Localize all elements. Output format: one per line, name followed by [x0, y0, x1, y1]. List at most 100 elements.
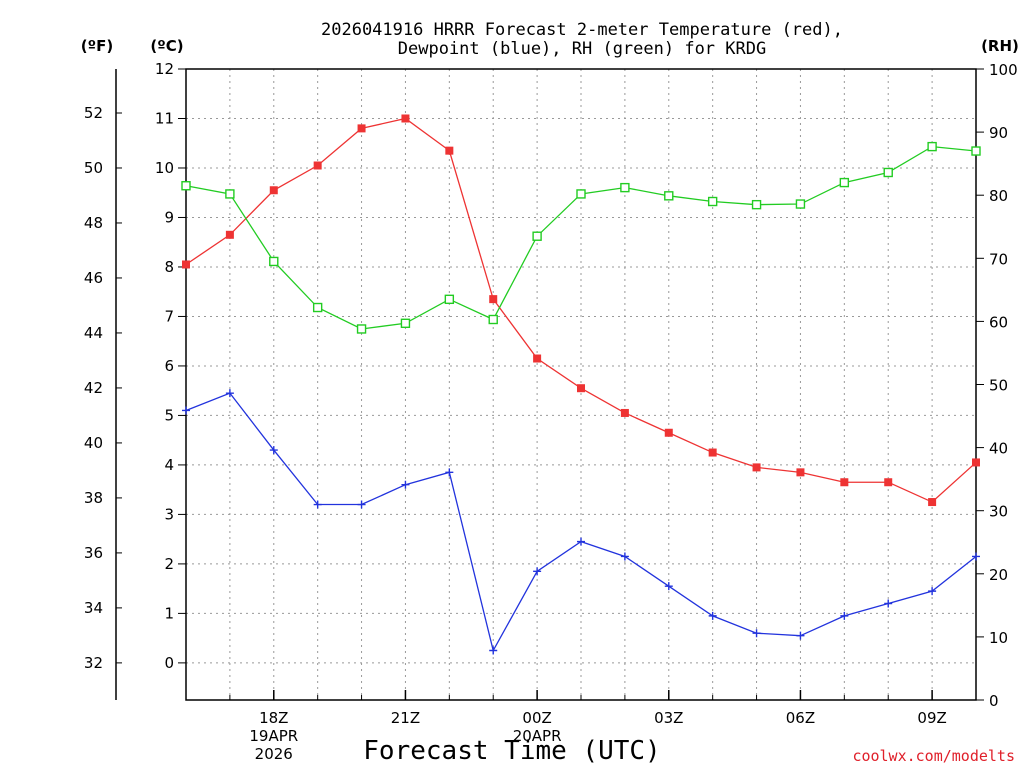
dewpoint-series	[182, 389, 980, 655]
x-tick-label: 18Z	[259, 709, 288, 727]
dewpoint-point	[489, 646, 498, 655]
fahrenheit-tick-label: 48	[84, 214, 103, 232]
rh-point	[488, 314, 498, 325]
temperature-point	[796, 468, 805, 477]
dewpoint-point	[182, 406, 190, 415]
fahrenheit-tick-label: 52	[84, 104, 103, 122]
x-tick-sublabel: 19APR	[249, 727, 298, 745]
dewpoint-point	[313, 500, 322, 509]
temperature-point	[708, 448, 717, 457]
temperature-point	[533, 354, 542, 363]
temperature-point	[884, 478, 893, 487]
dewpoint-point	[620, 552, 629, 561]
rh-tick-label: 90	[989, 124, 1008, 142]
rh-tick-label: 50	[989, 377, 1008, 395]
temperature-point	[972, 458, 980, 467]
fahrenheit-tick-label: 44	[84, 324, 103, 342]
dewpoint-point	[972, 552, 980, 561]
rh-point	[181, 181, 191, 191]
rh-point	[707, 196, 718, 207]
series	[181, 114, 981, 655]
celsius-unit-label: (ºC)	[150, 37, 183, 55]
celsius-tick-label: 7	[164, 307, 174, 325]
temperature-point	[577, 384, 585, 393]
temperature-point	[620, 408, 629, 417]
rh-point	[795, 199, 806, 209]
dewpoint-point	[577, 537, 585, 546]
temperature-point	[928, 498, 937, 507]
chart-title-line-2: Dewpoint (blue), RH (green) for KRDG	[398, 39, 766, 59]
rh-tick-label: 70	[989, 250, 1008, 268]
x-tick-label: 03Z	[654, 709, 683, 727]
dewpoint-line	[185, 392, 977, 653]
chart-title-line-1: 2026041916 HRRR Forecast 2-meter Tempera…	[321, 20, 843, 40]
celsius-tick-label: 0	[164, 654, 174, 672]
x-tick-label: 09Z	[917, 709, 946, 727]
fahrenheit-unit-label: (ºF)	[81, 37, 113, 55]
rh-point	[225, 189, 235, 199]
x-tick-label: 06Z	[786, 709, 815, 727]
rh-tick-label: 40	[989, 440, 1008, 458]
dewpoint-point	[884, 599, 893, 608]
dewpoint-point	[708, 611, 717, 620]
fahrenheit-tick-label: 32	[84, 654, 103, 672]
fahrenheit-tick-label: 40	[84, 434, 103, 452]
rh-point	[751, 199, 762, 210]
celsius-tick-label: 3	[164, 505, 174, 523]
temperature-point	[401, 114, 410, 123]
dewpoint-point	[357, 500, 366, 509]
rh-point	[927, 141, 937, 152]
rh-point	[356, 324, 367, 334]
celsius-tick-label: 4	[164, 456, 174, 474]
dewpoint-point	[225, 389, 234, 398]
rh-point	[664, 191, 674, 201]
x-axis-label: Forecast Time (UTC)	[363, 736, 660, 766]
temperature-point	[445, 146, 454, 155]
temperature-point	[225, 230, 234, 239]
celsius-tick-label: 10	[155, 159, 174, 177]
temperature-point	[752, 463, 761, 472]
celsius-tick-label: 1	[164, 604, 174, 622]
rh-tick-label: 10	[989, 629, 1008, 647]
celsius-tick-label: 8	[164, 258, 174, 276]
rh-point	[971, 146, 981, 156]
rh-point	[532, 231, 542, 241]
rh-tick-label: 100	[989, 61, 1018, 79]
rh-tick-label: 60	[989, 313, 1008, 331]
rh-point	[444, 294, 455, 305]
temperature-point	[269, 186, 278, 195]
x-tick-sublabel: 2026	[255, 745, 293, 763]
fahrenheit-tick-label: 38	[84, 489, 103, 507]
rh-point	[400, 318, 411, 328]
axes: 0123456789101112323436384042444648505201…	[84, 60, 1018, 763]
rh-point	[620, 182, 630, 193]
rh-point	[269, 256, 279, 267]
dewpoint-point	[928, 587, 937, 596]
x-tick-sublabel: 20APR	[513, 727, 562, 745]
rh-point	[839, 177, 850, 188]
fahrenheit-tick-label: 46	[84, 269, 103, 287]
temperature-point	[840, 478, 849, 487]
credit-text: coolwx.com/modelts	[852, 747, 1015, 765]
dewpoint-point	[445, 468, 454, 477]
temperature-point	[182, 260, 190, 269]
celsius-tick-label: 12	[155, 60, 174, 78]
dewpoint-point	[533, 567, 542, 576]
dewpoint-point	[752, 629, 761, 638]
fahrenheit-tick-label: 36	[84, 544, 103, 562]
x-tick-label: 21Z	[391, 709, 420, 727]
fahrenheit-tick-label: 34	[84, 599, 103, 617]
temperature-point	[357, 124, 366, 133]
fahrenheit-tick-label: 42	[84, 379, 103, 397]
rh-series	[181, 141, 981, 334]
celsius-tick-label: 2	[164, 555, 174, 573]
temperature-series	[182, 114, 980, 507]
x-tick-label: 00Z	[522, 709, 551, 727]
celsius-tick-label: 6	[164, 357, 174, 375]
dewpoint-point	[840, 611, 849, 620]
dewpoint-point	[269, 446, 278, 455]
dewpoint-point	[796, 631, 805, 640]
celsius-tick-label: 9	[164, 208, 174, 226]
rh-tick-label: 80	[989, 187, 1008, 205]
